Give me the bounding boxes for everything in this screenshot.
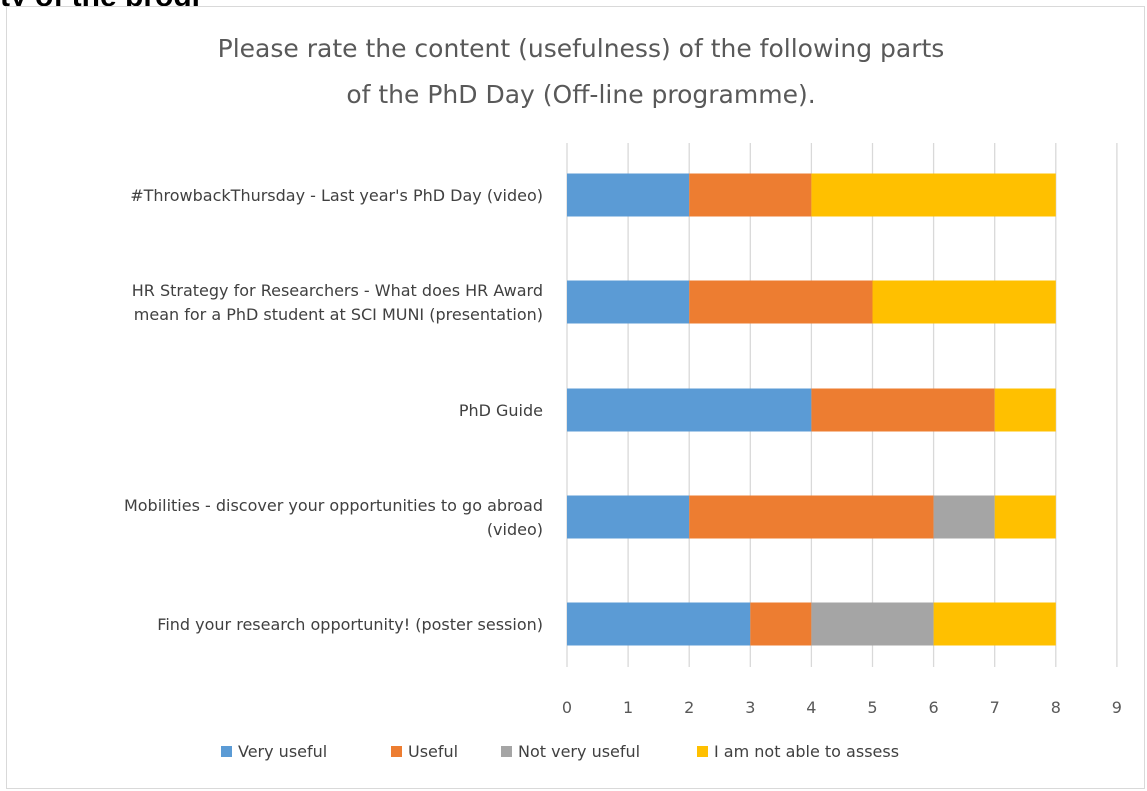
bar-segment-row4-useful [689,495,934,539]
chart-title-line-1: Please rate the content (usefulness) of … [218,34,945,63]
bar-segment-row1-useful [689,173,812,217]
tick-label-3: 3 [745,698,755,717]
legend-swatch-useful [391,746,402,757]
category-label-4-line-2: (video) [487,520,543,539]
tick-label-0: 0 [562,698,572,717]
tick-label-2: 2 [684,698,694,717]
legend-swatch-very-useful [221,746,232,757]
legend-label-not-very-useful: Not very useful [518,742,640,761]
bar-segment-row3-i-am-not-able-to-assess [994,388,1056,432]
legend-swatch-i-am-not-able-to-assess [697,746,708,757]
category-label-2-line-2: mean for a PhD student at SCI MUNI (pres… [134,305,543,324]
category-label-4-line-1: Mobilities - discover your opportunities… [124,496,543,515]
bar-segment-row1-i-am-not-able-to-assess [811,173,1056,217]
category-label-1-line-1: #ThrowbackThursday - Last year's PhD Day… [130,186,543,205]
tick-label-9: 9 [1112,698,1122,717]
category-label-2-line-1: HR Strategy for Researchers - What does … [132,281,543,300]
bar-segment-row2-very-useful [567,280,690,324]
legend-swatch-not-very-useful [501,746,512,757]
tick-label-7: 7 [990,698,1000,717]
bar-segment-row2-i-am-not-able-to-assess [872,280,1056,324]
tick-label-6: 6 [929,698,939,717]
legend: Very useful Useful Not very useful I am not… [221,742,899,761]
page-heading-fragment: ty of the progr [0,0,203,10]
chart-title-line-2: of the PhD Day (Off-line programme). [346,80,815,109]
category-label-5-line-1: Find your research opportunity! (poster … [157,615,543,634]
chart-title: Please rate the content (usefulness) of … [218,34,945,109]
bar-segment-row5-useful [750,602,812,646]
bars [567,173,1056,646]
tick-label-5: 5 [867,698,877,717]
bar-segment-row4-i-am-not-able-to-assess [994,495,1056,539]
category-axis-labels: #ThrowbackThursday - Last year's PhD Day… [124,186,543,634]
bar-segment-row3-useful [811,388,995,432]
legend-label-useful: Useful [408,742,458,761]
bar-segment-row2-useful [689,280,873,324]
bar-segment-row3-very-useful [567,388,812,432]
value-axis-ticks: 0 1 2 3 4 5 6 7 8 9 [562,698,1122,717]
bar-segment-row1-very-useful [567,173,690,217]
bar-segment-row4-not-very-useful [933,495,995,539]
bar-segment-row5-i-am-not-able-to-assess [933,602,1056,646]
bar-segment-row5-not-very-useful [811,602,934,646]
tick-label-1: 1 [623,698,633,717]
legend-label-very-useful: Very useful [238,742,327,761]
bar-segment-row5-very-useful [567,602,751,646]
category-label-3-line-1: PhD Guide [459,401,543,420]
bar-segment-row4-very-useful [567,495,690,539]
legend-label-i-am-not-able-to-assess: I am not able to assess [714,742,899,761]
tick-label-4: 4 [806,698,816,717]
tick-label-8: 8 [1051,698,1061,717]
